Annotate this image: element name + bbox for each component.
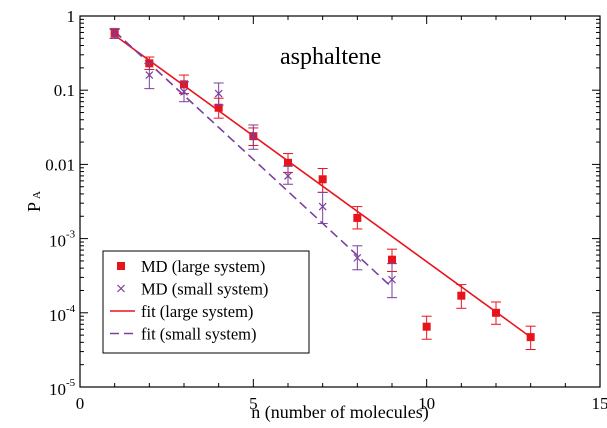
x-tick-label: 15	[592, 394, 607, 413]
plot-frame	[79, 15, 601, 388]
data-point	[213, 82, 224, 106]
y-axis-label-sub: A	[31, 191, 43, 199]
square-marker	[318, 175, 327, 184]
data-point	[352, 245, 363, 271]
x-tick-label: 0	[76, 394, 85, 413]
y-axis-label: P A	[24, 191, 44, 212]
x-marker-b	[388, 275, 396, 284]
x-axis-label: n (number of molecules)	[251, 402, 428, 423]
x-marker-b	[249, 132, 258, 141]
x-marker-b	[145, 71, 154, 79]
data-point	[283, 165, 293, 185]
y-tick-label: 0.1	[54, 81, 75, 100]
y-tick-label: 0.01	[45, 155, 75, 174]
chart-annotation: asphaltene	[280, 44, 381, 70]
data-point	[456, 284, 467, 309]
data-point	[525, 325, 536, 351]
legend-label: MD (large system)	[141, 257, 265, 276]
fit-line-2	[114, 30, 393, 288]
y-tick-label-base: 10	[49, 380, 66, 399]
data-point	[179, 81, 189, 103]
data-point	[144, 62, 155, 90]
x-tick-label: 10	[418, 394, 435, 413]
y-axis-label-main: P	[24, 202, 44, 212]
legend-x-marker-b	[117, 284, 125, 293]
x-marker-b	[284, 171, 292, 180]
x-marker-b	[353, 253, 362, 262]
square-marker	[457, 291, 466, 300]
y-tick-label: 10 -5	[49, 377, 76, 399]
data-point	[352, 206, 363, 230]
square-marker	[526, 333, 535, 342]
plot-area	[109, 27, 536, 351]
legend-label: fit (large system)	[141, 302, 253, 321]
legend: MD (large system) MD (small system) fit (l…	[102, 250, 310, 354]
data-point	[421, 315, 432, 340]
x-marker-b	[180, 87, 188, 96]
square-marker	[284, 158, 292, 167]
y-tick-label-exponent: -3	[66, 229, 76, 241]
x-marker-b	[214, 89, 223, 98]
y-tick-label: 1	[67, 7, 76, 26]
legend-label: MD (small system)	[141, 280, 268, 299]
x-marker-b	[110, 29, 119, 38]
y-tick-label-exponent: -5	[66, 377, 76, 389]
data-point	[387, 263, 397, 299]
x-marker-b	[318, 202, 327, 211]
data-point	[109, 27, 120, 39]
square-marker	[353, 213, 362, 222]
y-tick-label-exponent: -4	[66, 303, 76, 315]
y-tick-label: 10 -4	[49, 303, 76, 325]
square-marker	[422, 322, 431, 331]
y-tick-label: 10 -3	[49, 229, 76, 251]
square-marker	[214, 103, 223, 112]
y-tick-label-base: 10	[49, 306, 66, 325]
data-point	[317, 191, 328, 224]
data-point	[248, 124, 259, 150]
legend-square-marker	[117, 262, 125, 270]
square-marker	[388, 255, 396, 264]
legend-label: fit (small system)	[141, 325, 256, 344]
square-marker	[492, 308, 500, 317]
legend-box	[102, 250, 310, 354]
x-tick-label: 5	[249, 394, 258, 413]
data-point	[491, 301, 501, 325]
y-tick-label-base: 10	[49, 232, 66, 251]
